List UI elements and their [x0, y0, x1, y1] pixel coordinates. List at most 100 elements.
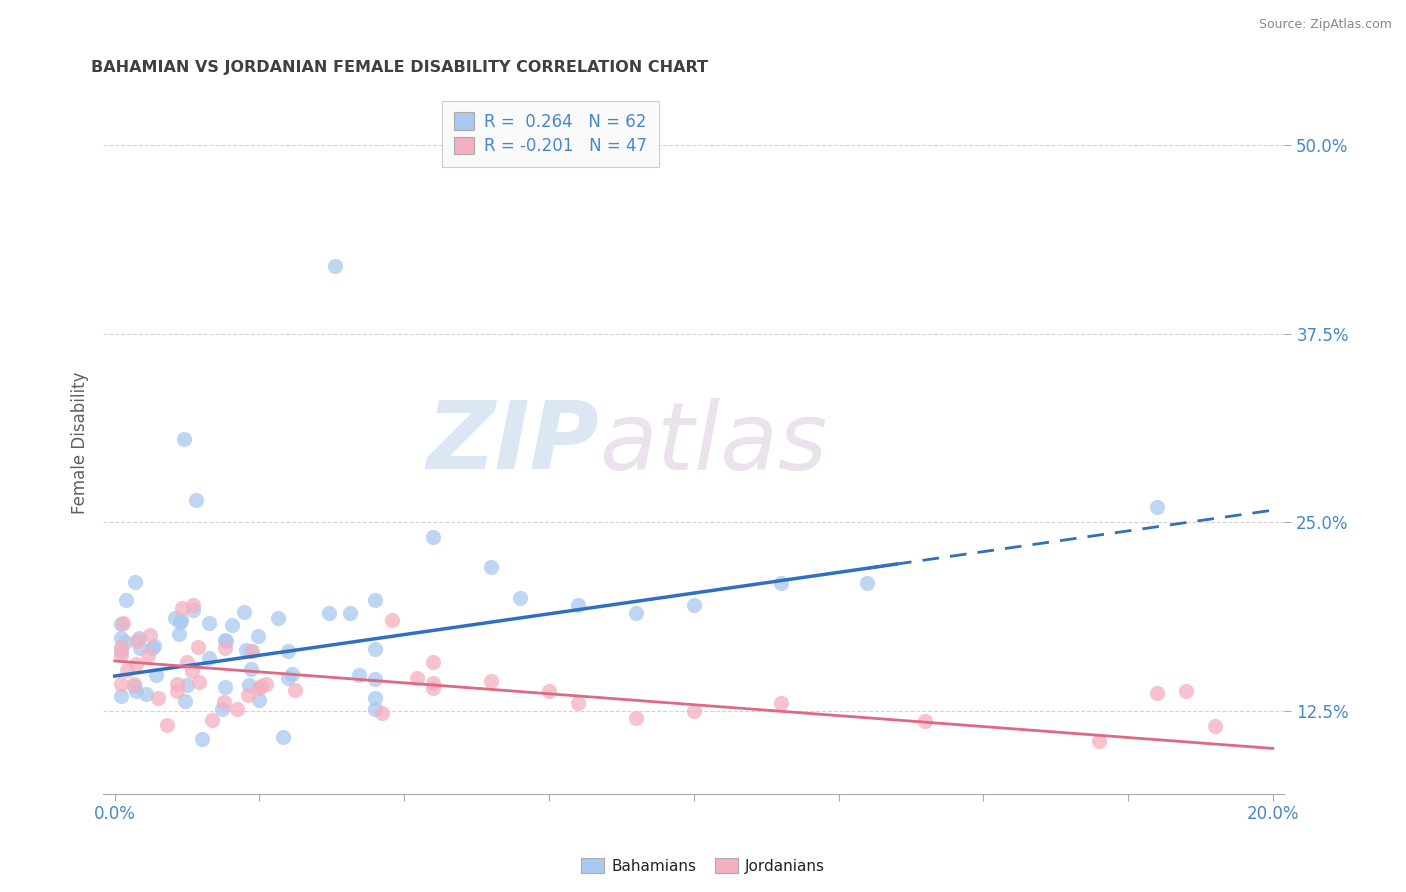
Point [166, 677, 188, 691]
Point [146, 691, 169, 706]
Point [281, 666, 304, 681]
Point [247, 692, 270, 706]
Point [110, 631, 132, 645]
Point [169, 613, 191, 627]
Point [187, 675, 209, 690]
Point [856, 575, 879, 590]
Point [236, 689, 259, 703]
Point [624, 711, 647, 725]
Point [215, 634, 238, 648]
Point [381, 613, 404, 627]
Legend: R =  0.264   N = 62, R = -0.201   N = 47: R = 0.264 N = 62, R = -0.201 N = 47 [443, 101, 658, 167]
Point [323, 259, 346, 273]
Point [318, 606, 340, 620]
Point [129, 641, 152, 656]
Point [567, 696, 589, 710]
Point [135, 687, 157, 701]
Point [226, 702, 249, 716]
Point [145, 668, 167, 682]
Point [184, 492, 207, 507]
Point [364, 701, 387, 715]
Point [172, 601, 194, 615]
Point [271, 731, 294, 745]
Point [128, 631, 150, 645]
Point [339, 606, 361, 620]
Y-axis label: Female Disability: Female Disability [72, 372, 89, 515]
Point [624, 606, 647, 620]
Point [110, 644, 132, 658]
Point [124, 657, 146, 672]
Point [1146, 500, 1168, 515]
Point [125, 683, 148, 698]
Point [682, 704, 704, 718]
Point [364, 641, 387, 656]
Point [277, 671, 299, 685]
Text: Source: ZipAtlas.com: Source: ZipAtlas.com [1258, 18, 1392, 31]
Point [479, 560, 502, 574]
Point [110, 677, 132, 691]
Point [364, 672, 387, 686]
Point [769, 575, 792, 590]
Point [156, 718, 179, 732]
Point [1174, 684, 1197, 698]
Point [181, 598, 204, 612]
Point [277, 644, 299, 658]
Point [1088, 734, 1111, 748]
Point [166, 683, 188, 698]
Point [422, 675, 444, 690]
Point [422, 530, 444, 544]
Point [238, 678, 260, 692]
Point [122, 680, 145, 694]
Point [267, 611, 290, 625]
Point [250, 679, 273, 693]
Point [221, 618, 243, 632]
Point [239, 662, 262, 676]
Point [235, 642, 257, 657]
Point [124, 574, 146, 589]
Point [198, 651, 221, 665]
Point [110, 648, 132, 663]
Point [240, 644, 263, 658]
Point [284, 682, 307, 697]
Point [479, 673, 502, 688]
Text: BAHAMIAN VS JORDANIAN FEMALE DISABILITY CORRELATION CHART: BAHAMIAN VS JORDANIAN FEMALE DISABILITY … [91, 60, 709, 75]
Point [187, 640, 209, 654]
Point [214, 680, 236, 694]
Point [124, 677, 146, 691]
Point [143, 639, 166, 653]
Point [165, 611, 187, 625]
Point [422, 655, 444, 669]
Point [173, 432, 195, 446]
Point [114, 635, 136, 649]
Point [406, 671, 429, 685]
Point [174, 693, 197, 707]
Point [364, 691, 387, 706]
Point [112, 615, 135, 630]
Point [110, 640, 132, 655]
Point [914, 714, 936, 729]
Point [567, 598, 589, 612]
Point [240, 644, 263, 658]
Point [1146, 685, 1168, 699]
Point [127, 634, 149, 648]
Point [509, 591, 531, 605]
Point [138, 648, 160, 662]
Point [180, 665, 202, 679]
Point [198, 616, 221, 631]
Legend: Bahamians, Jordanians: Bahamians, Jordanians [575, 852, 831, 880]
Point [370, 706, 392, 720]
Point [115, 663, 138, 677]
Point [141, 640, 163, 655]
Point [682, 598, 704, 612]
Point [176, 678, 198, 692]
Point [1204, 719, 1226, 733]
Point [769, 696, 792, 710]
Text: ZIP: ZIP [426, 397, 599, 489]
Point [537, 684, 560, 698]
Point [211, 702, 233, 716]
Point [167, 627, 190, 641]
Text: atlas: atlas [599, 398, 828, 489]
Point [212, 695, 235, 709]
Point [232, 605, 254, 619]
Point [422, 681, 444, 695]
